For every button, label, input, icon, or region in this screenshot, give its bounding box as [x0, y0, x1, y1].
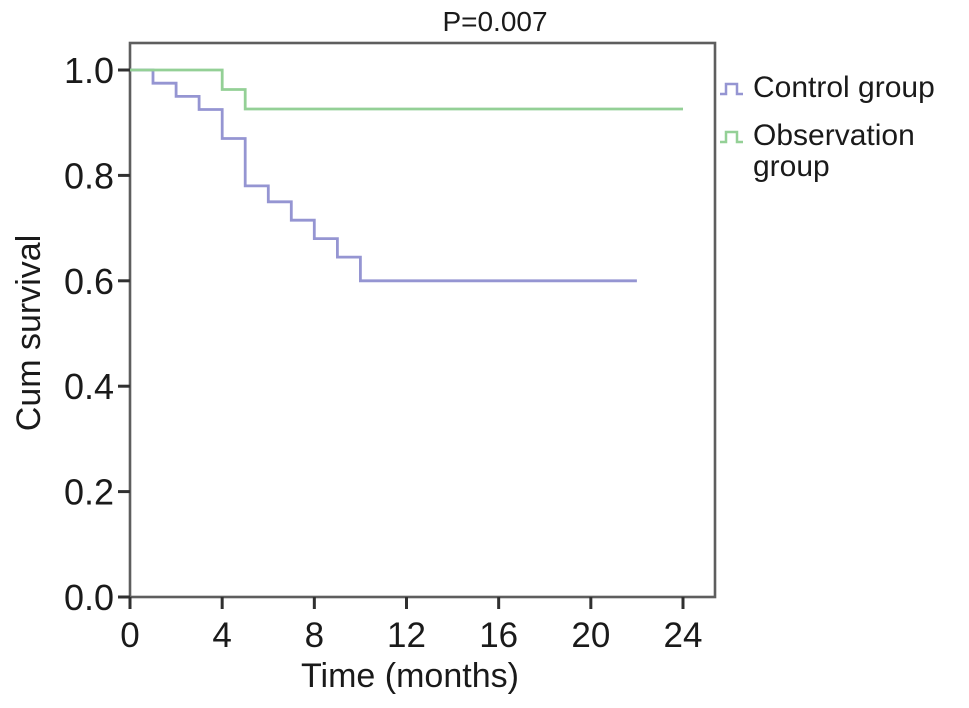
plot-border — [128, 41, 717, 599]
x-tick-label: 4 — [212, 616, 231, 655]
observation-group-curve — [130, 68, 683, 111]
observation-step-line-icon — [720, 130, 743, 144]
control-group-curve — [130, 68, 637, 283]
x-tick-label: 16 — [479, 616, 518, 655]
x-tick-label: 20 — [571, 616, 610, 655]
legend-item-control: Control group — [719, 72, 969, 103]
legend: Control group Observation group — [719, 72, 969, 199]
curves — [130, 68, 683, 283]
axis-ticks: 0 4 8 12 16 20 24 0.0 0.2 0.4 0.6 0.8 1.0 — [64, 50, 703, 655]
y-tick-label: 1.0 — [64, 50, 114, 91]
x-tick-label: 24 — [664, 616, 703, 655]
legend-label-control: Control group — [753, 71, 935, 104]
legend-label-observation: Observation group — [753, 119, 915, 183]
y-tick-label: 0.0 — [64, 577, 114, 618]
y-tick-label: 0.4 — [64, 366, 114, 407]
x-tick-label: 8 — [305, 616, 324, 655]
x-axis-label: Time (months) — [301, 657, 519, 695]
x-tick-label: 12 — [387, 616, 426, 655]
y-tick-label: 0.6 — [64, 261, 114, 302]
control-step-line-icon — [720, 82, 743, 96]
legend-item-observation: Observation group — [719, 120, 969, 182]
y-axis-label: Cum survival — [10, 235, 48, 431]
x-tick-label: 0 — [120, 616, 139, 655]
y-tick-label: 0.8 — [64, 155, 114, 196]
y-tick-label: 0.2 — [64, 472, 114, 513]
chart-title: P=0.007 — [442, 6, 547, 37]
